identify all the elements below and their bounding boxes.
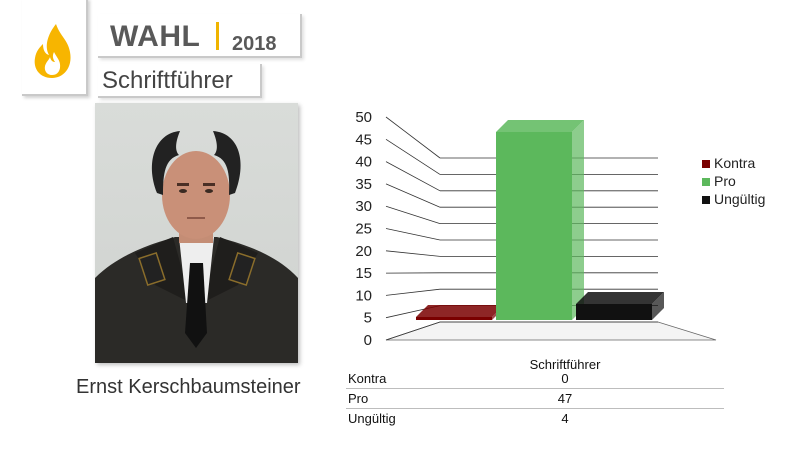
bar-top-pro	[496, 120, 584, 132]
portrait-photo	[95, 103, 298, 363]
subtitle-box: Schriftführer	[98, 64, 262, 98]
table-divider	[346, 408, 724, 409]
table-label-ungueltig: Ungültig	[348, 411, 396, 426]
gridline-side	[385, 161, 441, 192]
y-tick-label: 50	[355, 109, 372, 126]
gridline-side	[385, 321, 441, 341]
table-value-kontra: 0	[561, 371, 569, 386]
bar-kontra	[416, 317, 492, 320]
y-tick-label: 20	[355, 243, 372, 260]
gridline-side	[385, 138, 441, 175]
y-tick-label: 35	[355, 176, 372, 193]
table-row-kontra: Kontra 0	[346, 369, 724, 388]
y-tick-label: 45	[355, 131, 372, 148]
table-row-pro: Pro 47	[346, 389, 724, 408]
vote-chart: 0 5 10 15 20 25 30 35 40 45 50 Kontra Pro Ungültig	[355, 109, 765, 349]
bar-pro	[496, 132, 572, 320]
y-tick-label: 25	[355, 221, 372, 238]
gridline-side	[385, 205, 441, 224]
table-row-ungueltig: Ungültig 4	[346, 409, 724, 428]
gridline-side	[385, 228, 441, 241]
y-tick-label: 10	[355, 287, 372, 304]
bar-side-pro	[572, 120, 584, 320]
legend-label: Pro	[714, 173, 736, 189]
bar-ungültig	[576, 304, 652, 320]
bar-top-kontra	[416, 305, 504, 317]
page-title: WAHL	[110, 20, 201, 53]
table-header: Schriftführer	[529, 357, 601, 372]
table-label-kontra: Kontra	[348, 371, 387, 386]
gridline-side	[385, 250, 441, 257]
bar-top-ungültig	[576, 292, 664, 304]
gridline-side	[385, 116, 441, 159]
legend-label: Kontra	[714, 155, 755, 171]
legend-swatch	[702, 178, 710, 186]
gridline-side	[385, 183, 441, 208]
legend-swatch	[702, 196, 710, 204]
y-tick-label: 0	[364, 332, 372, 349]
table-value-pro: 47	[557, 391, 573, 406]
legend-label: Ungültig	[714, 191, 765, 207]
y-tick-label: 40	[355, 154, 372, 171]
y-tick-label: 5	[364, 310, 372, 327]
bar-side-ungültig	[652, 292, 664, 320]
title-separator	[216, 22, 219, 50]
y-tick-label: 15	[355, 265, 372, 282]
title-box: WAHL 2018	[98, 14, 302, 58]
table-label-pro: Pro	[348, 391, 369, 406]
gridline-side	[385, 288, 441, 296]
y-tick-label: 30	[355, 198, 372, 215]
legend-swatch	[702, 160, 710, 168]
position-subtitle: Schriftführer	[102, 67, 233, 94]
table-value-ungueltig: 4	[561, 411, 569, 426]
person-name: Ernst Kerschbaumsteiner	[76, 376, 301, 398]
logo-box	[22, 0, 88, 96]
flame-icon	[34, 24, 71, 78]
table-divider	[346, 388, 724, 389]
chart-floor	[385, 321, 717, 341]
title-year: 2018	[232, 33, 277, 55]
